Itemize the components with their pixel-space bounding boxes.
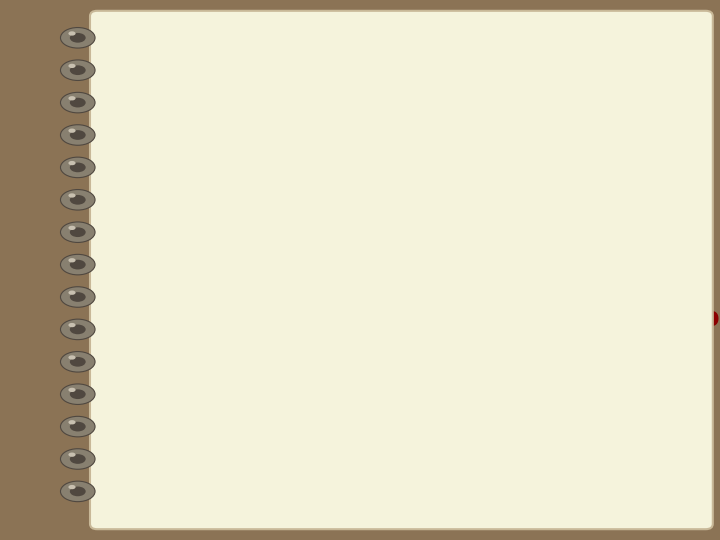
Text: Tympanic:  In the ear: Tympanic: In the ear bbox=[151, 378, 482, 405]
Text: 4: 4 bbox=[119, 305, 138, 332]
Text: 4: 4 bbox=[119, 227, 138, 254]
Text: Axillary:  Under the arm in the armpit: Axillary: Under the arm in the armpit bbox=[151, 305, 720, 332]
Text: 4: 4 bbox=[119, 378, 138, 405]
Text: TEMPERATURE: TEMPERATURE bbox=[268, 92, 553, 124]
Text: Rectally:  By rectum: Rectally: By rectum bbox=[151, 227, 467, 254]
Text: Oral:  By mouth: Oral: By mouth bbox=[151, 157, 398, 184]
Text: ROUTES TO MEASURE: ROUTES TO MEASURE bbox=[203, 52, 618, 83]
Text: 4: 4 bbox=[119, 157, 138, 184]
